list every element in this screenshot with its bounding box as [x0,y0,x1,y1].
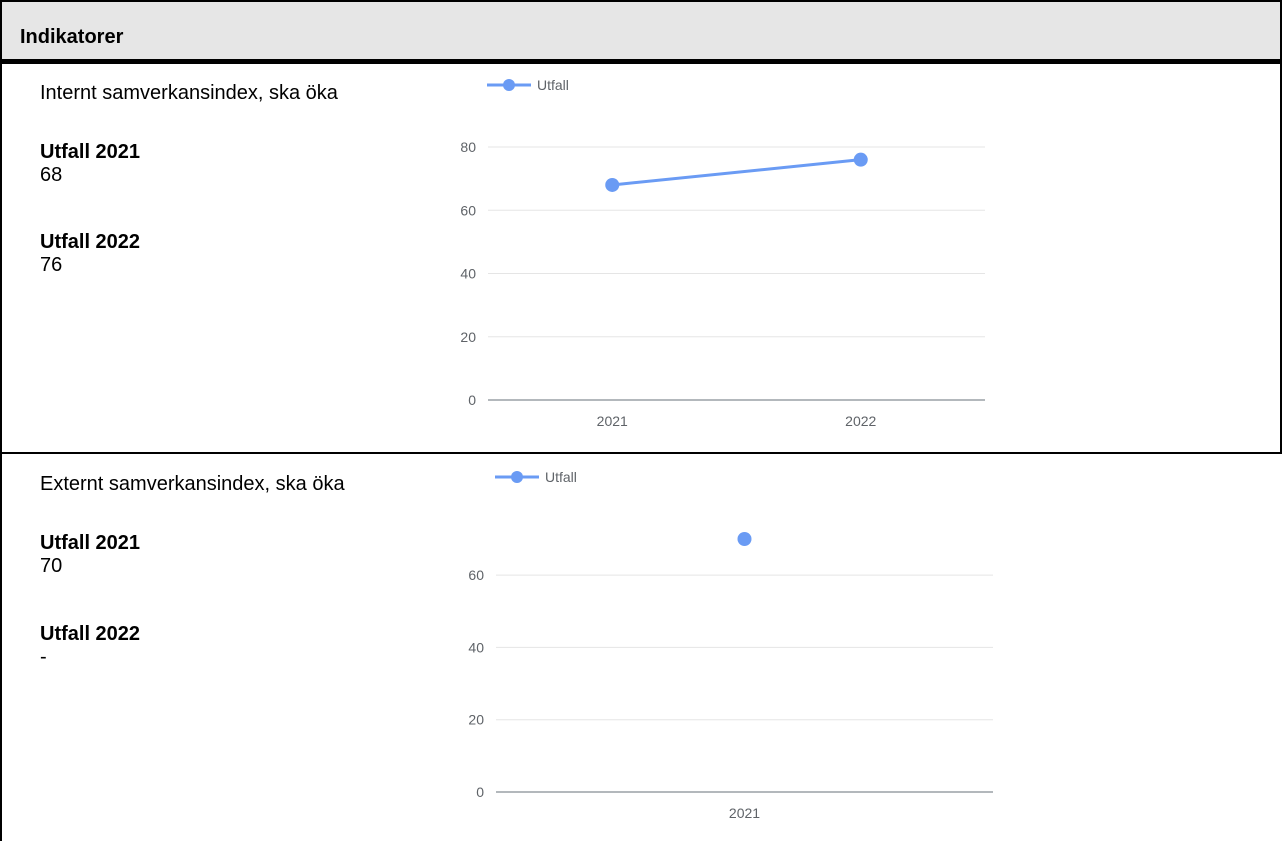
y-tick-label: 20 [460,329,476,345]
data-point [605,177,620,192]
x-tick-label: 2021 [729,805,760,821]
y-tick-label: 60 [460,202,476,218]
x-tick-label: 2022 [845,413,876,429]
section-title: Indikatorer [20,26,124,48]
y-tick-label: 60 [468,567,484,583]
value: 70 [40,555,63,577]
y-tick-label: 0 [468,392,476,408]
section-header: Indikatorer [0,0,1282,59]
data-point [853,152,868,167]
value: 68 [40,164,63,186]
left-border [0,0,2,841]
value-label: Utfall 2022 [40,623,141,645]
value: 76 [40,254,63,276]
row-divider [0,452,1282,454]
y-tick-label: 80 [460,139,476,155]
legend-marker [503,79,515,91]
y-tick-label: 20 [468,712,484,728]
legend-marker [511,471,523,483]
value-label: Utfall 2021 [40,532,141,554]
legend-label: Utfall [545,469,577,485]
y-tick-label: 0 [476,784,484,800]
header-divider [0,59,1282,64]
y-tick-label: 40 [460,266,476,282]
data-point [737,532,752,546]
value: - [40,646,47,668]
legend-label: Utfall [537,77,569,93]
x-tick-label: 2021 [597,413,628,429]
series-line [612,158,861,187]
value-label: Utfall 2021 [40,141,141,163]
right-border [1280,0,1282,452]
value-label: Utfall 2022 [40,231,141,253]
indicator-title: Externt samverkansindex, ska öka [40,473,345,495]
y-tick-label: 40 [468,639,484,655]
indicator-title: Internt samverkansindex, ska öka [40,82,338,104]
